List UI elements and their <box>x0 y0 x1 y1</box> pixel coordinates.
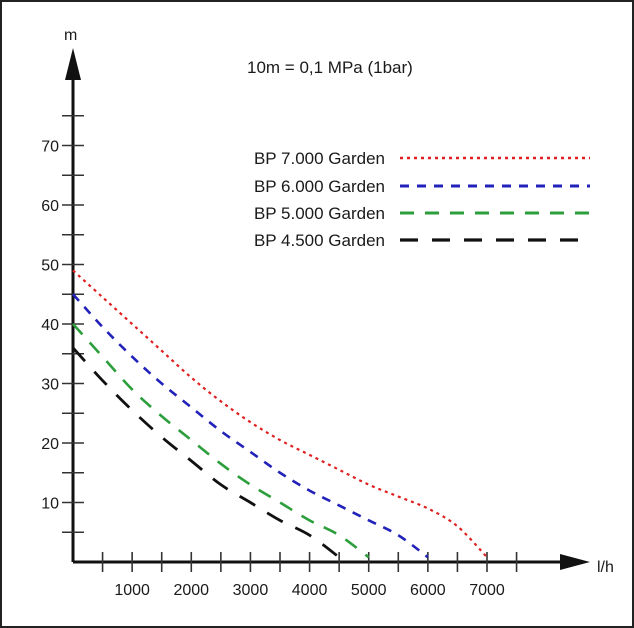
y-axis-label: m <box>64 27 77 44</box>
curves <box>71 269 488 559</box>
series-line-2 <box>72 323 370 559</box>
series-line-3 <box>71 346 340 559</box>
legend-label-2: BP 5.000 Garden <box>254 204 385 223</box>
legend-label-1: BP 6.000 Garden <box>254 177 385 196</box>
y-tick-label-50: 50 <box>41 258 59 275</box>
x-tick-label-7000: 7000 <box>469 582 505 599</box>
y-tick-label-40: 40 <box>41 317 59 334</box>
x-tick-label-2000: 2000 <box>173 582 209 599</box>
series-line-1 <box>72 293 429 559</box>
y-tick-label-20: 20 <box>41 436 59 453</box>
x-tick-label-1000: 1000 <box>114 582 150 599</box>
y-tick-label-60: 60 <box>41 198 59 215</box>
legend: BP 7.000 Garden BP 6.000 Garden BP 5.000 G… <box>254 149 590 250</box>
x-tick-label-6000: 6000 <box>410 582 446 599</box>
legend-label-0: BP 7.000 Garden <box>254 149 385 168</box>
series-line-0 <box>72 269 488 558</box>
ticks: 10 20 30 40 50 60 70 1000 2000 3000 4000 5000 6000 70… <box>41 114 518 599</box>
y-tick-label-10: 10 <box>41 496 59 513</box>
x-tick-label-5000: 5000 <box>351 582 387 599</box>
y-tick-label-70: 70 <box>41 139 59 156</box>
legend-label-3: BP 4.500 Garden <box>254 231 385 250</box>
y-tick-label-30: 30 <box>41 377 59 394</box>
pressure-annotation: 10m = 0,1 MPa (1bar) <box>247 58 413 77</box>
x-tick-label-3000: 3000 <box>233 582 269 599</box>
x-axis-label: l/h <box>597 559 614 576</box>
x-axis-arrow <box>560 554 590 570</box>
y-axis-arrow <box>65 48 81 80</box>
axes <box>65 48 590 570</box>
x-tick-label-4000: 4000 <box>292 582 328 599</box>
